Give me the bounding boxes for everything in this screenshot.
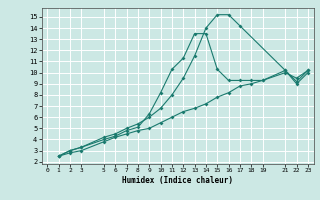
X-axis label: Humidex (Indice chaleur): Humidex (Indice chaleur)	[122, 176, 233, 185]
